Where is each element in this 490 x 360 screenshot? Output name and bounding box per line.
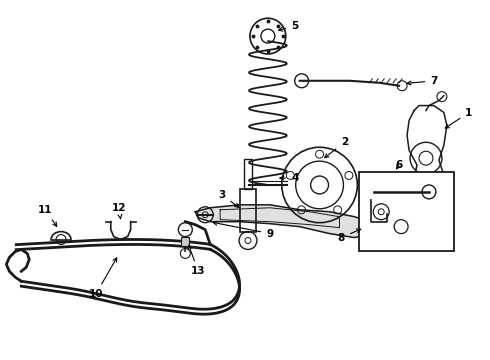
Bar [181, 237, 189, 247]
Bar [359, 172, 454, 251]
Text: 2: 2 [325, 137, 348, 158]
Text: 11: 11 [38, 205, 57, 226]
Bar [244, 159, 252, 189]
Text: 5: 5 [279, 21, 298, 31]
Text: 8: 8 [338, 229, 361, 243]
Text: 6: 6 [395, 160, 403, 170]
Text: 3: 3 [219, 190, 239, 207]
Text: 7: 7 [407, 76, 438, 86]
Text: 10: 10 [89, 258, 117, 299]
Text: 9: 9 [213, 221, 273, 239]
Polygon shape [196, 205, 374, 238]
Text: 4: 4 [280, 173, 298, 183]
Bar [240, 189, 256, 231]
Text: 1: 1 [445, 108, 472, 128]
Text: 12: 12 [111, 203, 126, 219]
Text: 13: 13 [188, 245, 205, 276]
